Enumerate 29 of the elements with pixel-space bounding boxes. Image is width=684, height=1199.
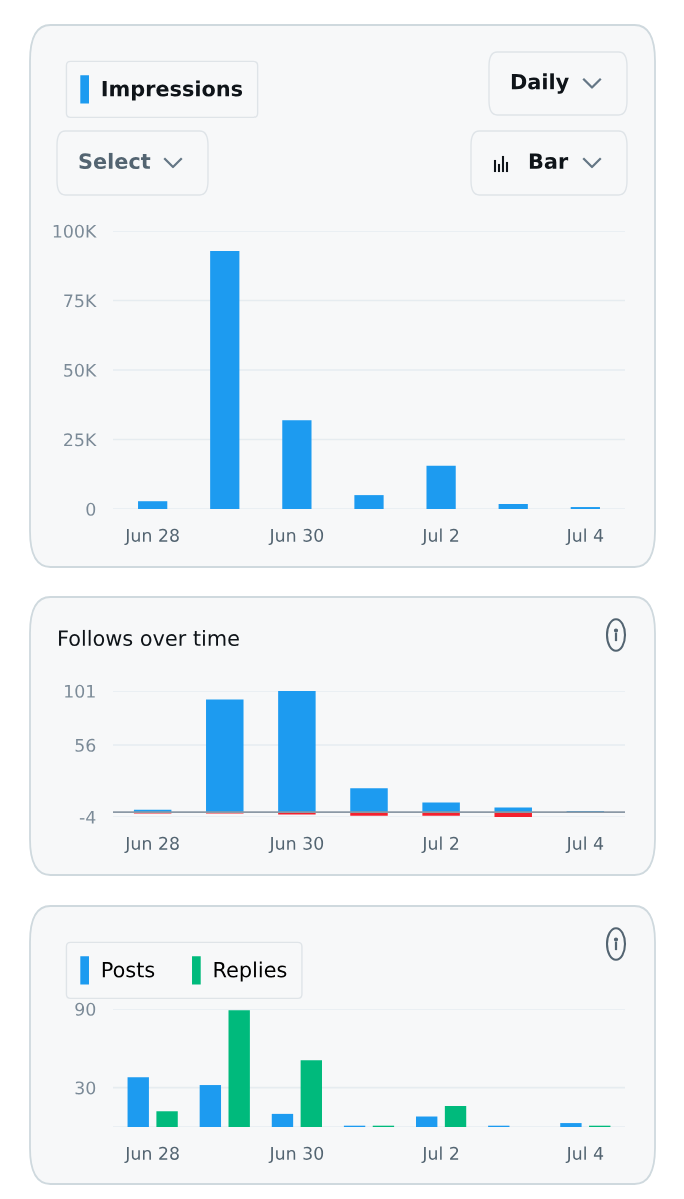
x-tick-label: Jun 28 [124,1146,179,1164]
x-tick-label: Jul 2 [421,1146,459,1164]
y-tick-label: 100K [53,224,97,238]
x-tick-label: Jul 2 [421,836,459,854]
y-tick-label: 0 [86,502,96,516]
y-tick-label: -4 [79,810,96,824]
legend-label: Impressions [102,80,243,101]
y-tick-label: 50K [64,363,97,377]
y-tick-label: 30 [75,1081,96,1095]
x-tick-label: Jul 2 [421,528,459,546]
text: Daily [511,73,569,94]
legend-label: Posts [102,962,155,978]
x-tick-label: Jun 28 [124,528,179,546]
legend-label: Replies [214,961,287,982]
chart-title: Follows over time [59,629,239,647]
x-tick-label: Jun 30 [268,1146,324,1164]
x-tick-label: Jul 4 [565,528,604,546]
x-tick-label: Jun 30 [268,528,324,546]
x-tick-label: Jun 28 [124,836,179,854]
text: Select [79,152,151,170]
text: Bar [529,153,569,170]
y-tick-label: 56 [75,738,96,752]
y-tick-label: 25K [64,433,97,447]
x-tick-label: Jul 4 [565,1146,604,1164]
y-tick-label: 90 [75,1002,96,1016]
x-tick-label: Jun 30 [268,836,324,854]
y-tick-label: 101 [65,684,95,698]
y-tick-label: 75K [64,294,97,308]
x-tick-label: Jul 4 [565,836,604,854]
